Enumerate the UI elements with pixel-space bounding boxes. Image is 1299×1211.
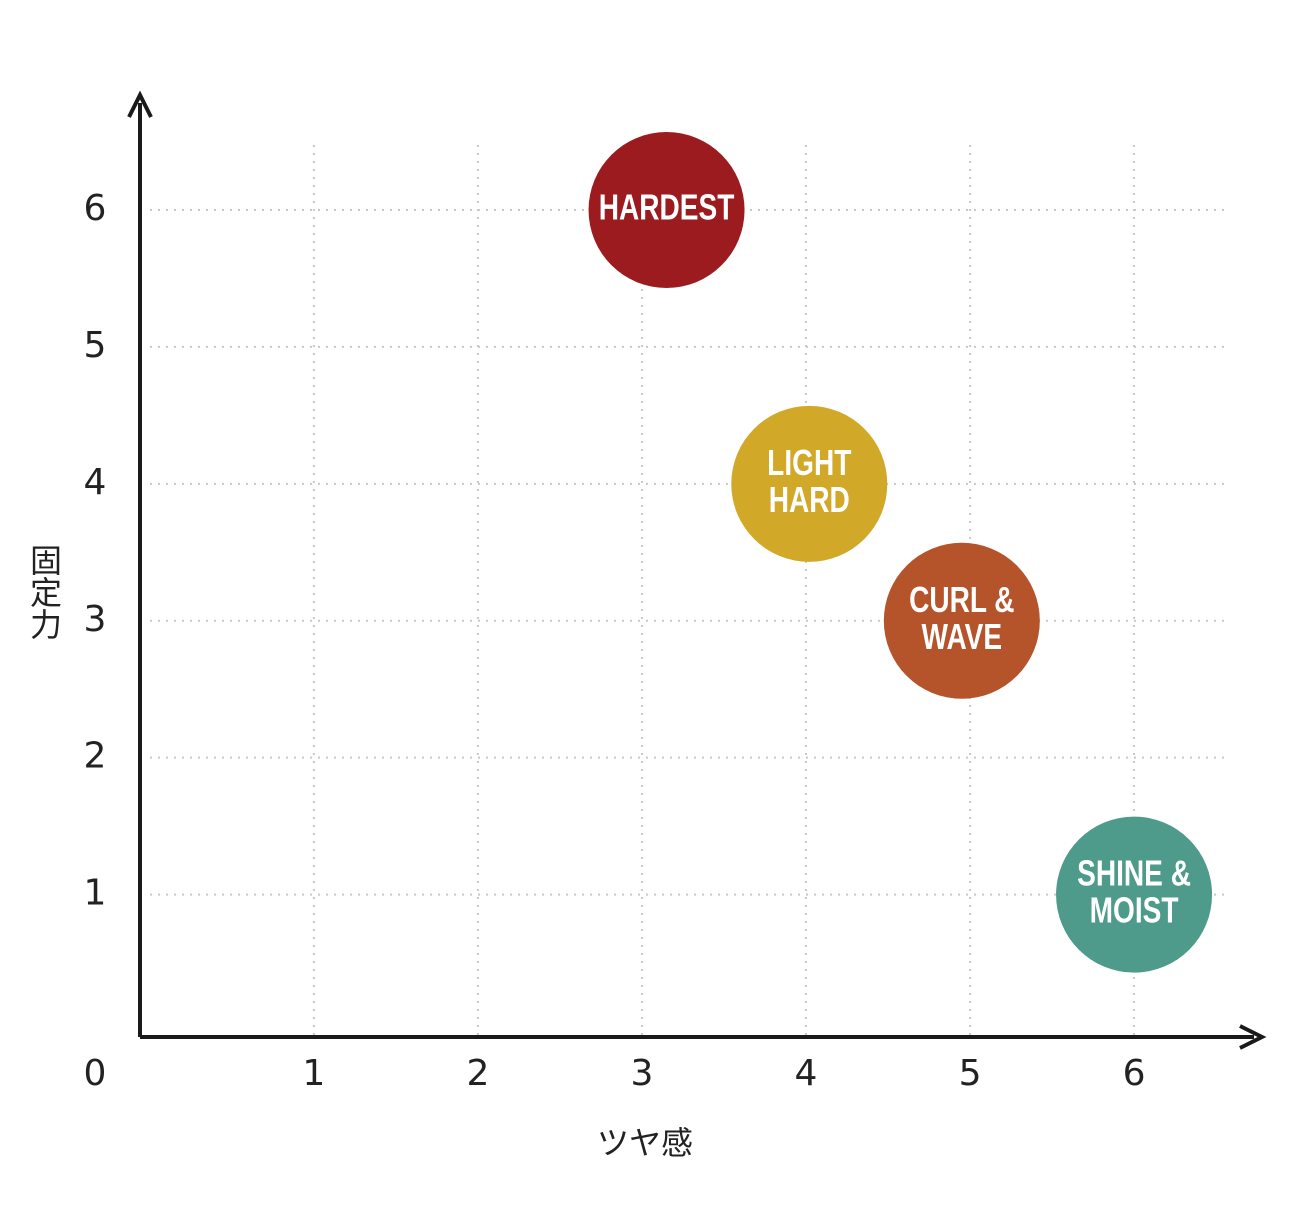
bubble-label: WAVE	[922, 616, 1003, 656]
bubble-label: MOIST	[1090, 890, 1179, 930]
bubble-label: HARDEST	[599, 187, 735, 227]
x-axis-arrow	[1239, 1024, 1267, 1050]
y-tick-label: 4	[84, 462, 107, 503]
x-axis-title: ツヤ感	[597, 1124, 693, 1162]
x-tick-label: 3	[630, 1053, 653, 1094]
x-tick-label: 5	[959, 1053, 982, 1094]
bubble	[1056, 816, 1213, 973]
y-axis-arrow	[127, 90, 153, 118]
origin-label: 0	[84, 1053, 107, 1094]
bubble-label: HARD	[769, 480, 850, 520]
bubble	[883, 542, 1040, 699]
bubble-label: SHINE &	[1077, 853, 1191, 893]
x-tick-label: 4	[795, 1053, 818, 1094]
y-tick-label: 6	[84, 188, 107, 229]
y-tick-label: 3	[84, 599, 107, 640]
y-tick-label: 1	[84, 873, 107, 914]
y-axis-title: 固定力	[25, 544, 63, 640]
bubble-label: CURL &	[909, 579, 1015, 619]
y-tick-label: 2	[84, 736, 107, 777]
bubble	[588, 132, 745, 289]
x-tick-label: 2	[466, 1053, 489, 1094]
bubble	[731, 405, 888, 562]
bubble-label: LIGHT	[767, 443, 851, 483]
x-tick-label: 6	[1123, 1053, 1146, 1094]
x-tick-label: 1	[302, 1053, 325, 1094]
y-tick-label: 5	[84, 325, 107, 366]
